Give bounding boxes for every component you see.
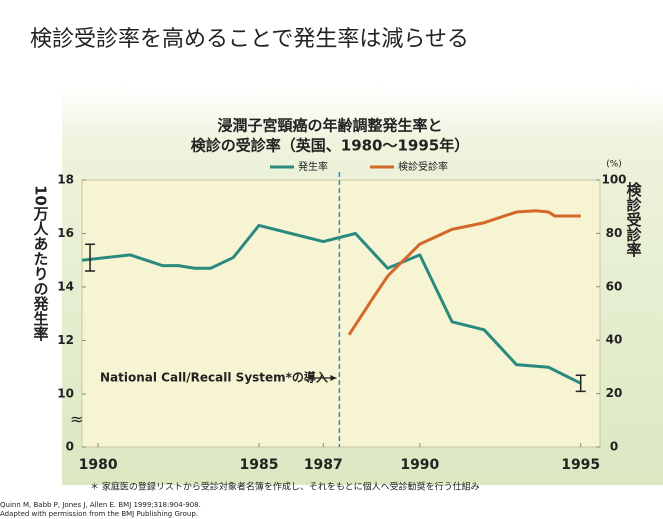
y2-axis-label: 検診受診率 <box>625 181 643 258</box>
axis-break: ≈ <box>70 410 83 429</box>
legend-label: 検診受診率 <box>398 160 448 173</box>
error-bar <box>575 374 586 393</box>
chart-title: 浸潤子宮頸癌の年齢調整発生率と <box>217 117 442 135</box>
plot-area <box>81 179 601 448</box>
y-tick-label: 10 <box>57 387 74 401</box>
x-tick-label: 1995 <box>561 457 600 473</box>
series-line <box>81 223 582 385</box>
source: Adapted with permission from the BMJ Pub… <box>0 510 198 518</box>
x-tick-label: 1990 <box>400 457 439 473</box>
annotation: National Call/Recall System*の導入 <box>100 370 328 385</box>
x-tick-label: 1980 <box>79 457 118 473</box>
source: Quinn M, Babb P, Jones J, Allen E. BMJ 1… <box>0 501 201 509</box>
y2-tick-label: 100 <box>601 173 626 187</box>
y-tick-label: 18 <box>57 173 74 187</box>
legend-label: 発生率 <box>298 160 328 173</box>
error-bar <box>85 243 96 272</box>
footnote: ＊ 家庭医の登録リストから受診対象者名簿を作成し、それをもとに個人へ受診勧奨を行… <box>90 481 480 493</box>
x-tick-label: 1985 <box>239 457 278 473</box>
slide-heading: 検診受診率を高めることで発生率は減らせる <box>30 27 469 52</box>
y2-tick-label: 0 <box>610 440 618 454</box>
y-tick-label: 12 <box>57 333 74 347</box>
y-tick-label: 14 <box>57 280 74 294</box>
y2-tick-label: 20 <box>606 386 623 400</box>
series-line <box>347 209 581 336</box>
y2-tick-label: 80 <box>606 226 623 240</box>
x-tick-label: 1987 <box>304 457 343 473</box>
y2-unit: (%) <box>606 160 622 170</box>
y2-tick-label: 40 <box>606 333 623 347</box>
annotation-arrowhead <box>330 375 337 381</box>
y-tick-label: 16 <box>57 226 74 240</box>
y-tick-label: 0 <box>66 440 74 454</box>
y-axis-label: 10万人あたりの発生率 <box>32 185 50 342</box>
chart-title: 検診の受診率（英国、1980～1995年） <box>191 137 470 155</box>
y2-tick-label: 60 <box>606 279 623 293</box>
